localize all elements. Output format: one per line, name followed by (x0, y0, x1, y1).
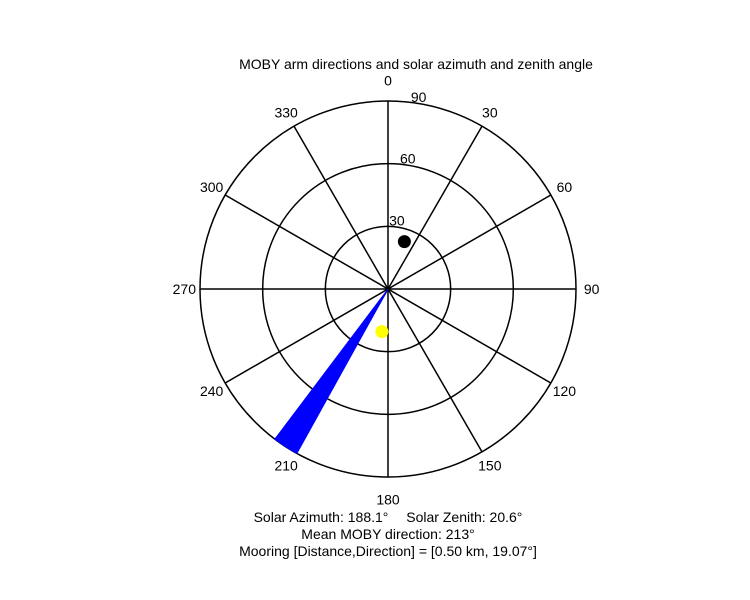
angle-tick-label-90: 90 (584, 281, 600, 297)
moby-arm-direction-wedge (274, 288, 389, 455)
annotation-solar-line: Solar Azimuth: 188.1° Solar Zenith: 20.6… (254, 509, 523, 525)
mooring-text: Mooring [Distance,Direction] = [0.50 km,… (239, 543, 537, 559)
angle-tick-label-150: 150 (478, 457, 502, 473)
radial-tick-label-30: 30 (389, 212, 405, 228)
angle-tick-label-240: 240 (200, 383, 224, 399)
angle-tick-label-270: 270 (173, 281, 197, 297)
solar-position-point (375, 325, 389, 339)
mooring-direction-point (397, 235, 411, 249)
angle-tick-label-210: 210 (274, 457, 298, 473)
radial-tick-label-90: 90 (411, 89, 427, 105)
axis-labels: 0 30 60 90 120 150 180 210 240 270 300 330 30 60 90 (173, 72, 600, 507)
angle-tick-label-60: 60 (557, 179, 573, 195)
angle-tick-label-330: 330 (274, 105, 298, 121)
angle-tick-label-0: 0 (384, 72, 392, 88)
angle-tick-label-30: 30 (482, 105, 498, 121)
solar-azimuth-text: Solar Azimuth: 188.1° (254, 509, 389, 525)
angle-tick-label-120: 120 (553, 383, 577, 399)
chart-title: MOBY arm directions and solar azimuth an… (239, 56, 593, 72)
angle-tick-label-180: 180 (376, 492, 400, 508)
angle-tick-label-300: 300 (200, 179, 224, 195)
solar-zenith-text: Solar Zenith: 20.6° (406, 509, 522, 525)
plot-data (274, 235, 411, 455)
mean-moby-direction-text: Mean MOBY direction: 213° (301, 526, 474, 542)
radial-tick-label-60: 60 (400, 151, 416, 167)
